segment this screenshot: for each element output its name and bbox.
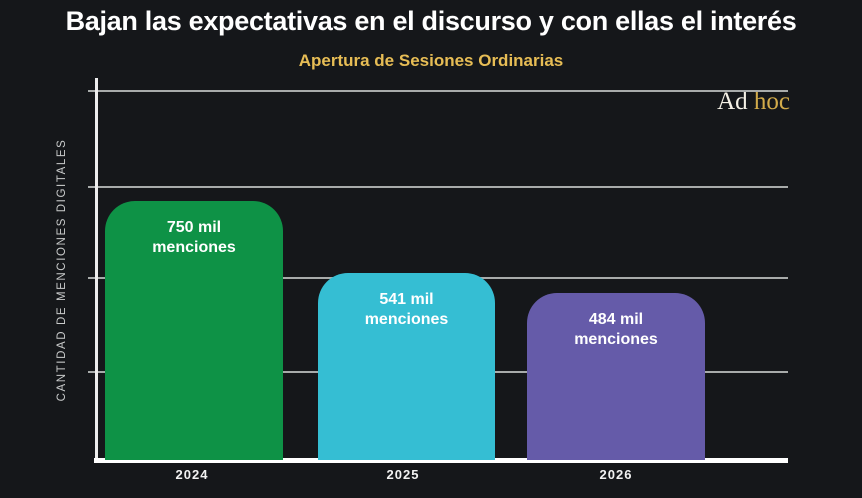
x-axis-baseline <box>94 458 788 463</box>
x-axis-label-2024: 2024 <box>175 467 209 482</box>
bar-2024-value-label: 750 mil menciones <box>152 219 236 256</box>
gridline-1 <box>88 90 788 92</box>
bar-2026: 484 mil menciones <box>527 293 705 460</box>
gridline-2 <box>88 186 788 188</box>
page-title: Bajan las expectativas en el discurso y … <box>65 6 797 36</box>
logo-word-ad: Ad <box>717 88 748 115</box>
chart-title: Apertura de Sesiones Ordinarias <box>298 51 564 70</box>
bar-2024: 750 mil menciones <box>105 201 283 460</box>
bar-2025: 541 mil menciones <box>318 273 495 460</box>
adhoc-logo: Ad hoc <box>717 88 790 116</box>
logo-word-hoc: hoc <box>753 88 790 115</box>
bar-2025-value-label: 541 mil menciones <box>364 291 449 328</box>
y-axis-line <box>95 78 98 463</box>
bar-2026-value-label: 484 mil menciones <box>574 311 658 348</box>
x-axis-label-2025: 2025 <box>386 467 420 482</box>
x-axis-label-2026: 2026 <box>599 467 633 482</box>
y-axis-title: CANTIDAD DE MENCIONES DIGITALES <box>56 138 68 402</box>
